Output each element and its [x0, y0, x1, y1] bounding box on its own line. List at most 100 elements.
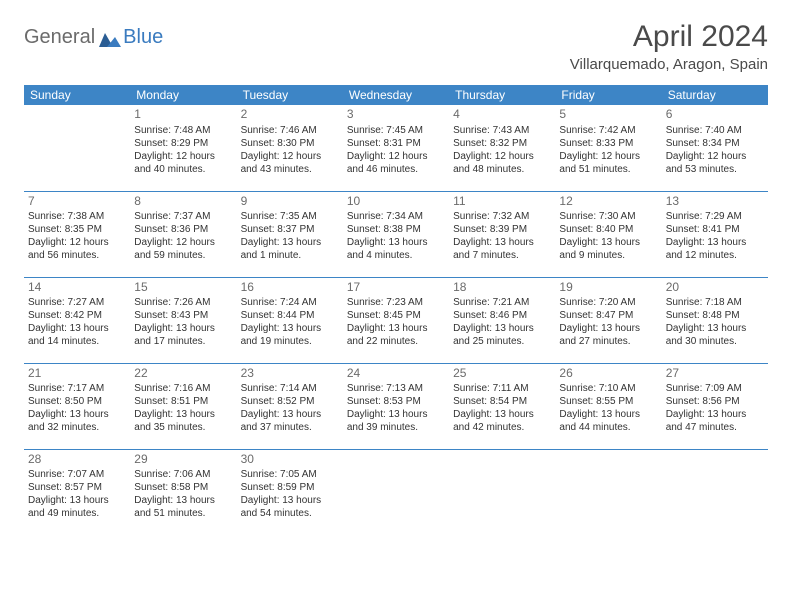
day-number: 20: [666, 280, 764, 296]
calendar-day-cell: 7Sunrise: 7:38 AMSunset: 8:35 PMDaylight…: [24, 191, 130, 277]
calendar-week-row: 1Sunrise: 7:48 AMSunset: 8:29 PMDaylight…: [24, 105, 768, 191]
calendar-day-cell: 24Sunrise: 7:13 AMSunset: 8:53 PMDayligh…: [343, 363, 449, 449]
day-number: 27: [666, 366, 764, 382]
calendar-table: SundayMondayTuesdayWednesdayThursdayFrid…: [24, 85, 768, 535]
day-number: 19: [559, 280, 657, 296]
day-header: Saturday: [662, 85, 768, 105]
day-number: 26: [559, 366, 657, 382]
day-number: 23: [241, 366, 339, 382]
day-header: Friday: [555, 85, 661, 105]
day-number: 11: [453, 194, 551, 210]
sunset-text: Sunset: 8:33 PM: [559, 137, 657, 150]
sunset-text: Sunset: 8:48 PM: [666, 309, 764, 322]
daylight-text: Daylight: 12 hours and 51 minutes.: [559, 150, 657, 176]
sunrise-text: Sunrise: 7:38 AM: [28, 210, 126, 223]
logo: General Blue: [24, 26, 163, 49]
sunset-text: Sunset: 8:50 PM: [28, 395, 126, 408]
sunrise-text: Sunrise: 7:32 AM: [453, 210, 551, 223]
calendar-day-cell: 19Sunrise: 7:20 AMSunset: 8:47 PMDayligh…: [555, 277, 661, 363]
day-number: 8: [134, 194, 232, 210]
day-header: Sunday: [24, 85, 130, 105]
calendar-body: 1Sunrise: 7:48 AMSunset: 8:29 PMDaylight…: [24, 105, 768, 535]
calendar-day-cell: 4Sunrise: 7:43 AMSunset: 8:32 PMDaylight…: [449, 105, 555, 191]
sunset-text: Sunset: 8:56 PM: [666, 395, 764, 408]
day-number: 10: [347, 194, 445, 210]
month-title: April 2024: [570, 20, 768, 54]
day-number: 15: [134, 280, 232, 296]
sunset-text: Sunset: 8:36 PM: [134, 223, 232, 236]
calendar-day-cell: 17Sunrise: 7:23 AMSunset: 8:45 PMDayligh…: [343, 277, 449, 363]
sunset-text: Sunset: 8:32 PM: [453, 137, 551, 150]
day-header: Tuesday: [237, 85, 343, 105]
calendar-day-cell: 23Sunrise: 7:14 AMSunset: 8:52 PMDayligh…: [237, 363, 343, 449]
daylight-text: Daylight: 13 hours and 14 minutes.: [28, 322, 126, 348]
daylight-text: Daylight: 12 hours and 46 minutes.: [347, 150, 445, 176]
calendar-day-cell: 11Sunrise: 7:32 AMSunset: 8:39 PMDayligh…: [449, 191, 555, 277]
day-number: 4: [453, 107, 551, 123]
sunset-text: Sunset: 8:55 PM: [559, 395, 657, 408]
daylight-text: Daylight: 13 hours and 51 minutes.: [134, 494, 232, 520]
calendar-day-cell: 9Sunrise: 7:35 AMSunset: 8:37 PMDaylight…: [237, 191, 343, 277]
calendar-empty-cell: [24, 105, 130, 191]
sunrise-text: Sunrise: 7:16 AM: [134, 382, 232, 395]
daylight-text: Daylight: 12 hours and 56 minutes.: [28, 236, 126, 262]
daylight-text: Daylight: 13 hours and 47 minutes.: [666, 408, 764, 434]
sunrise-text: Sunrise: 7:34 AM: [347, 210, 445, 223]
daylight-text: Daylight: 12 hours and 53 minutes.: [666, 150, 764, 176]
day-number: 14: [28, 280, 126, 296]
daylight-text: Daylight: 13 hours and 49 minutes.: [28, 494, 126, 520]
calendar-day-cell: 25Sunrise: 7:11 AMSunset: 8:54 PMDayligh…: [449, 363, 555, 449]
sunrise-text: Sunrise: 7:40 AM: [666, 124, 764, 137]
sunset-text: Sunset: 8:38 PM: [347, 223, 445, 236]
calendar-empty-cell: [343, 449, 449, 535]
sunrise-text: Sunrise: 7:24 AM: [241, 296, 339, 309]
sunset-text: Sunset: 8:46 PM: [453, 309, 551, 322]
location: Villarquemado, Aragon, Spain: [570, 56, 768, 73]
day-number: 22: [134, 366, 232, 382]
day-header: Monday: [130, 85, 236, 105]
sunset-text: Sunset: 8:40 PM: [559, 223, 657, 236]
sunrise-text: Sunrise: 7:37 AM: [134, 210, 232, 223]
calendar-day-cell: 12Sunrise: 7:30 AMSunset: 8:40 PMDayligh…: [555, 191, 661, 277]
day-number: 5: [559, 107, 657, 123]
sunrise-text: Sunrise: 7:13 AM: [347, 382, 445, 395]
sunset-text: Sunset: 8:57 PM: [28, 481, 126, 494]
daylight-text: Daylight: 13 hours and 4 minutes.: [347, 236, 445, 262]
sunset-text: Sunset: 8:51 PM: [134, 395, 232, 408]
calendar-day-cell: 30Sunrise: 7:05 AMSunset: 8:59 PMDayligh…: [237, 449, 343, 535]
daylight-text: Daylight: 13 hours and 7 minutes.: [453, 236, 551, 262]
sunset-text: Sunset: 8:41 PM: [666, 223, 764, 236]
sunrise-text: Sunrise: 7:21 AM: [453, 296, 551, 309]
sunrise-text: Sunrise: 7:09 AM: [666, 382, 764, 395]
calendar-header-row: SundayMondayTuesdayWednesdayThursdayFrid…: [24, 85, 768, 105]
day-number: 18: [453, 280, 551, 296]
logo-text-blue: Blue: [123, 26, 163, 49]
sunset-text: Sunset: 8:31 PM: [347, 137, 445, 150]
sunset-text: Sunset: 8:58 PM: [134, 481, 232, 494]
sunrise-text: Sunrise: 7:48 AM: [134, 124, 232, 137]
day-number: 13: [666, 194, 764, 210]
daylight-text: Daylight: 13 hours and 27 minutes.: [559, 322, 657, 348]
calendar-week-row: 14Sunrise: 7:27 AMSunset: 8:42 PMDayligh…: [24, 277, 768, 363]
calendar-day-cell: 14Sunrise: 7:27 AMSunset: 8:42 PMDayligh…: [24, 277, 130, 363]
daylight-text: Daylight: 12 hours and 40 minutes.: [134, 150, 232, 176]
daylight-text: Daylight: 13 hours and 17 minutes.: [134, 322, 232, 348]
daylight-text: Daylight: 13 hours and 25 minutes.: [453, 322, 551, 348]
sunrise-text: Sunrise: 7:06 AM: [134, 468, 232, 481]
sunrise-text: Sunrise: 7:46 AM: [241, 124, 339, 137]
calendar-day-cell: 6Sunrise: 7:40 AMSunset: 8:34 PMDaylight…: [662, 105, 768, 191]
sunset-text: Sunset: 8:59 PM: [241, 481, 339, 494]
day-header: Thursday: [449, 85, 555, 105]
calendar-day-cell: 3Sunrise: 7:45 AMSunset: 8:31 PMDaylight…: [343, 105, 449, 191]
sunrise-text: Sunrise: 7:14 AM: [241, 382, 339, 395]
calendar-day-cell: 27Sunrise: 7:09 AMSunset: 8:56 PMDayligh…: [662, 363, 768, 449]
daylight-text: Daylight: 13 hours and 35 minutes.: [134, 408, 232, 434]
calendar-day-cell: 2Sunrise: 7:46 AMSunset: 8:30 PMDaylight…: [237, 105, 343, 191]
daylight-text: Daylight: 13 hours and 22 minutes.: [347, 322, 445, 348]
sunset-text: Sunset: 8:54 PM: [453, 395, 551, 408]
sunrise-text: Sunrise: 7:05 AM: [241, 468, 339, 481]
calendar-week-row: 7Sunrise: 7:38 AMSunset: 8:35 PMDaylight…: [24, 191, 768, 277]
calendar-day-cell: 10Sunrise: 7:34 AMSunset: 8:38 PMDayligh…: [343, 191, 449, 277]
sunrise-text: Sunrise: 7:27 AM: [28, 296, 126, 309]
day-number: 29: [134, 452, 232, 468]
